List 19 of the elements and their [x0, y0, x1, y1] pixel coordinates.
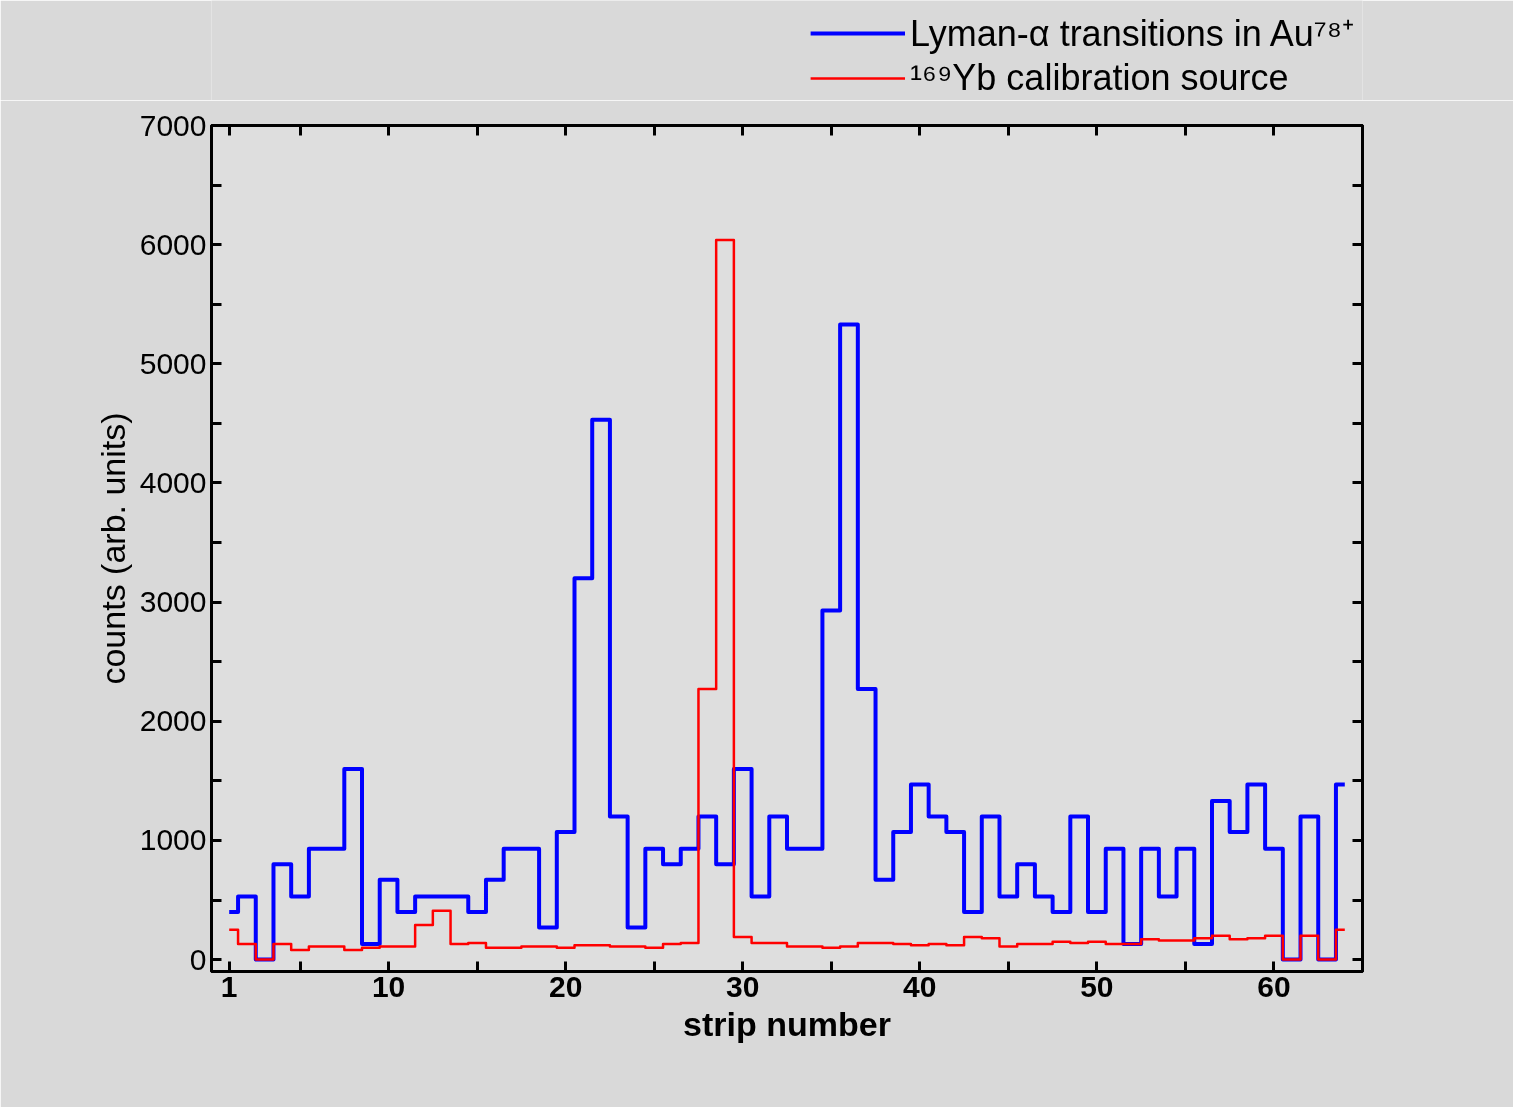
- x-tick-label: 60: [1257, 969, 1291, 1003]
- y-tick-label: 5000: [139, 346, 207, 380]
- y-tick-label: 1000: [139, 823, 207, 857]
- legend-label: ¹⁶⁹Yb calibration source: [910, 57, 1289, 99]
- y-tick-label: 3000: [139, 585, 207, 619]
- x-tick-label: 10: [371, 969, 406, 1003]
- y-tick-label: 4000: [139, 465, 207, 499]
- x-tick-label: 20: [548, 969, 583, 1003]
- x-tick-label: 40: [903, 969, 937, 1003]
- y-tick-label: 7000: [139, 108, 207, 142]
- x-tick-label: 1: [220, 969, 238, 1003]
- y-tick-label: 0: [189, 942, 207, 976]
- x-tick-label: 50: [1080, 969, 1114, 1003]
- y-tick-label: 6000: [139, 227, 207, 261]
- legend-label: Lyman-α transitions in Au⁷⁸⁺: [910, 12, 1354, 56]
- y-tick-label: 2000: [139, 704, 207, 738]
- x-tick-label: 30: [726, 969, 760, 1003]
- x-axis-title: strip number: [683, 1004, 891, 1043]
- y-axis-title: counts (arb. units): [93, 412, 132, 685]
